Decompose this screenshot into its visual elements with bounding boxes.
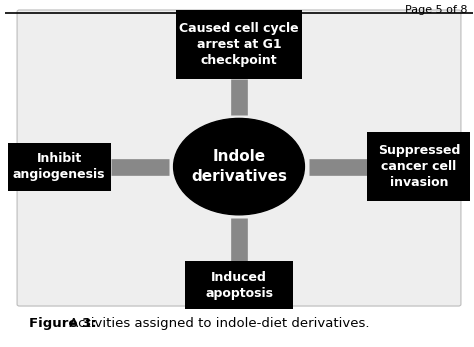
FancyBboxPatch shape xyxy=(185,261,293,310)
Text: Suppressed
cancer cell
invasion: Suppressed cancer cell invasion xyxy=(378,144,460,189)
Text: Activities assigned to indole-diet derivatives.: Activities assigned to indole-diet deriv… xyxy=(65,317,370,330)
Text: Inhibit
angiogenesis: Inhibit angiogenesis xyxy=(13,152,105,181)
Text: Induced
apoptosis: Induced apoptosis xyxy=(205,271,273,300)
Circle shape xyxy=(173,118,304,215)
Text: Figure 3:: Figure 3: xyxy=(29,317,96,330)
FancyBboxPatch shape xyxy=(176,10,302,79)
Text: Caused cell cycle
arrest at G1
checkpoint: Caused cell cycle arrest at G1 checkpoin… xyxy=(179,22,299,67)
FancyBboxPatch shape xyxy=(17,10,461,306)
Text: Indole
derivatives: Indole derivatives xyxy=(191,149,287,184)
Text: Page 5 of 8: Page 5 of 8 xyxy=(405,5,468,15)
FancyBboxPatch shape xyxy=(8,143,110,191)
FancyBboxPatch shape xyxy=(367,132,470,201)
